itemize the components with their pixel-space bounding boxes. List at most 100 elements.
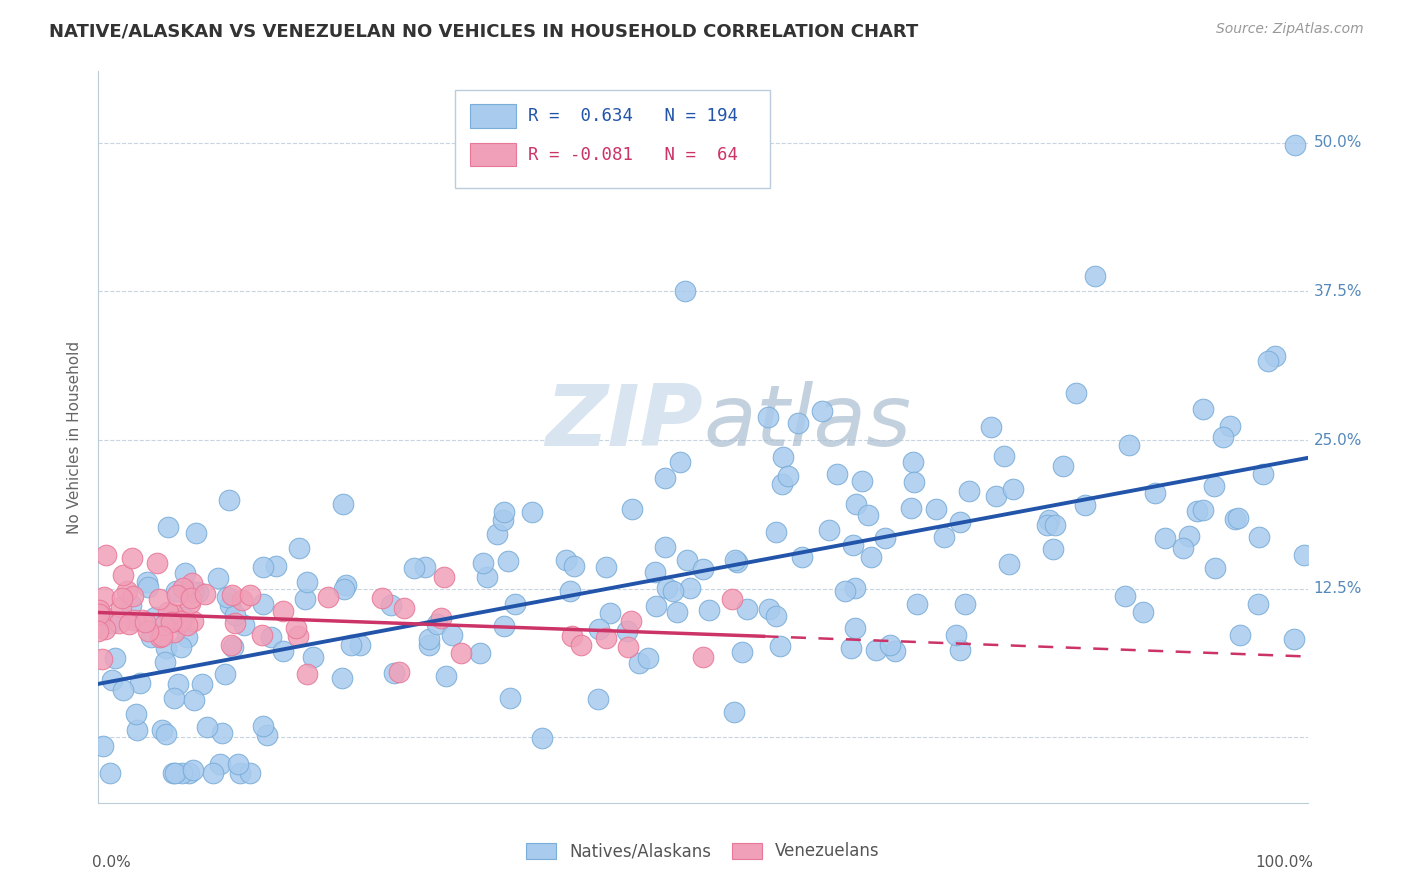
Point xyxy=(530,731,553,745)
Point xyxy=(285,621,308,635)
Point xyxy=(496,554,519,568)
Point xyxy=(179,596,201,610)
Point xyxy=(148,592,170,607)
Point xyxy=(124,614,146,628)
Point xyxy=(1153,531,1175,545)
Point xyxy=(256,728,278,742)
Point xyxy=(388,665,411,679)
Point xyxy=(1264,349,1286,363)
Point xyxy=(842,538,865,552)
Point xyxy=(879,638,901,652)
Point xyxy=(1114,589,1136,603)
Point xyxy=(692,649,714,664)
Point xyxy=(100,615,122,630)
Point xyxy=(503,597,526,611)
Text: 0.0%: 0.0% xyxy=(93,855,131,871)
Point xyxy=(233,617,256,632)
Point xyxy=(136,624,159,639)
Point xyxy=(1084,269,1107,284)
Point xyxy=(776,468,799,483)
Point xyxy=(93,622,115,636)
Point xyxy=(170,614,193,628)
Point xyxy=(89,603,111,617)
Point xyxy=(418,632,440,646)
Point xyxy=(731,644,754,658)
Point xyxy=(1284,138,1306,153)
Point xyxy=(725,555,748,569)
Point xyxy=(875,531,897,545)
Point xyxy=(792,549,814,564)
Point xyxy=(104,650,127,665)
Point xyxy=(1036,518,1059,533)
Point xyxy=(94,549,117,563)
Point xyxy=(179,766,201,780)
Point xyxy=(330,671,353,685)
Point xyxy=(335,578,357,592)
Point xyxy=(202,766,225,780)
Point xyxy=(87,624,110,639)
Point xyxy=(302,649,325,664)
Point xyxy=(187,584,209,599)
Point xyxy=(150,629,173,643)
Point xyxy=(163,624,186,639)
Point xyxy=(475,570,498,584)
Point xyxy=(226,756,249,771)
Point xyxy=(394,600,416,615)
Point xyxy=(1132,605,1154,619)
Point xyxy=(834,584,856,599)
Point xyxy=(180,591,202,606)
Point xyxy=(1204,560,1226,574)
Point xyxy=(224,608,246,623)
Point xyxy=(616,624,638,638)
Point xyxy=(167,613,190,627)
Point xyxy=(903,475,925,489)
Point xyxy=(980,419,1002,434)
Point xyxy=(569,638,592,652)
Point xyxy=(191,677,214,691)
Point xyxy=(229,766,252,780)
Point xyxy=(214,666,236,681)
Point xyxy=(434,669,457,683)
Point xyxy=(318,590,340,604)
Point xyxy=(925,502,948,516)
Point xyxy=(121,550,143,565)
Point xyxy=(252,560,274,574)
Point xyxy=(90,652,112,666)
Point xyxy=(124,706,146,721)
Point xyxy=(620,614,643,628)
Point xyxy=(555,552,578,566)
Point xyxy=(165,583,187,598)
Text: ZIP: ZIP xyxy=(546,381,703,464)
FancyBboxPatch shape xyxy=(456,90,769,188)
Point xyxy=(1064,386,1087,401)
Point xyxy=(721,592,744,607)
Point xyxy=(118,616,141,631)
Point xyxy=(93,591,115,605)
Point xyxy=(271,604,294,618)
Point xyxy=(110,600,132,615)
Point xyxy=(884,644,907,658)
Point xyxy=(839,640,862,655)
Point xyxy=(156,520,179,534)
Point xyxy=(89,607,111,622)
Point xyxy=(1247,530,1270,544)
Point xyxy=(993,449,1015,463)
Point xyxy=(756,409,779,424)
Point xyxy=(724,553,747,567)
Point xyxy=(181,614,204,628)
Text: 50.0%: 50.0% xyxy=(1313,136,1362,150)
Point xyxy=(260,630,283,644)
Point xyxy=(1227,511,1250,525)
Point xyxy=(900,501,922,516)
Point xyxy=(295,575,318,590)
Point xyxy=(219,638,242,652)
Point xyxy=(159,615,181,629)
Text: Source: ZipAtlas.com: Source: ZipAtlas.com xyxy=(1216,22,1364,37)
Point xyxy=(155,640,177,655)
Point xyxy=(588,622,610,636)
Point xyxy=(1253,467,1275,481)
Point xyxy=(932,530,955,544)
Point xyxy=(131,613,153,627)
Point xyxy=(765,524,787,539)
Point xyxy=(1247,597,1270,611)
